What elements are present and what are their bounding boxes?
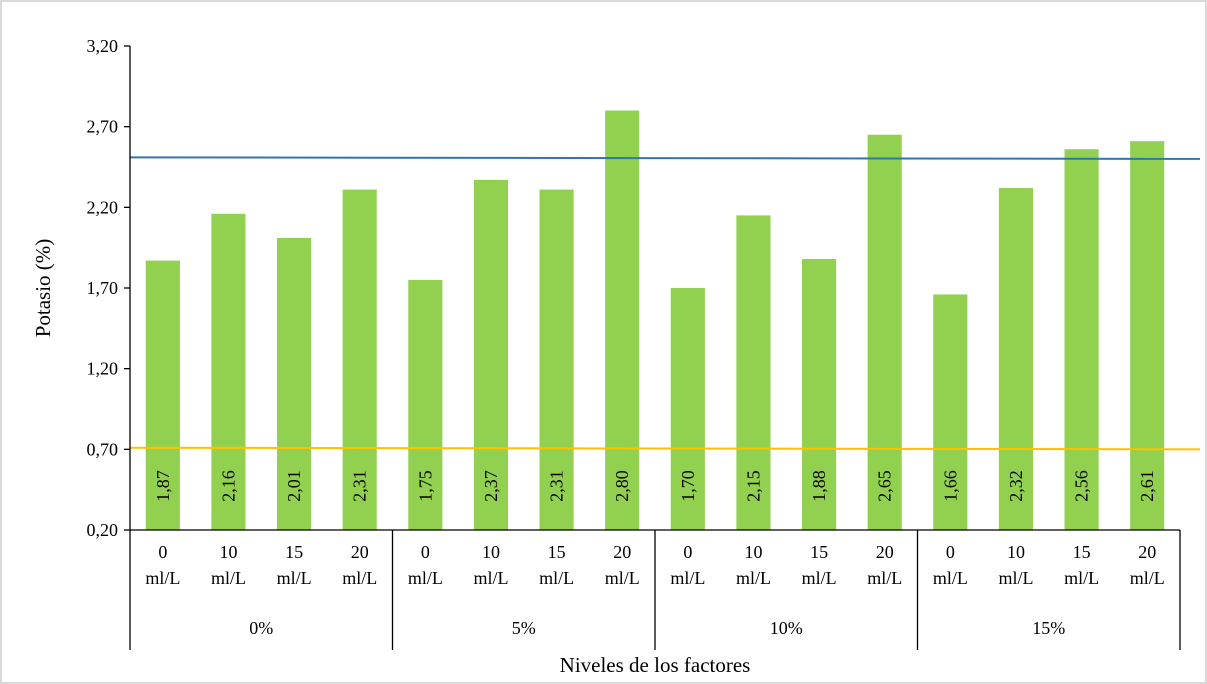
bar-data-label: 2,37: [481, 470, 501, 502]
y-axis-title: Potasio (%): [31, 239, 55, 338]
x-category-unit-label: ml/L: [1130, 568, 1165, 588]
x-category-unit-label: ml/L: [539, 568, 574, 588]
bar-data-label: 1,70: [678, 470, 698, 502]
x-category-unit-label: ml/L: [802, 568, 837, 588]
x-category-label: 15: [1073, 542, 1091, 562]
x-category-label: 0: [158, 542, 167, 562]
x-category-label: 15: [285, 542, 303, 562]
x-category-label: 0: [421, 542, 430, 562]
bar-data-label: 1,75: [415, 470, 435, 502]
bars: 1,87 2,16 2,01 2,31 1,75 2,37 2,31 2,80 1,70 2,15…: [145, 110, 1165, 531]
x-group-label: 10%: [770, 618, 803, 638]
y-tick-label: 2,70: [87, 117, 119, 137]
x-category-unit-label: ml/L: [211, 568, 246, 588]
bar: [342, 189, 377, 530]
bar-data-label: 1,66: [940, 470, 960, 502]
x-axis-title: Niveles de los factores: [560, 653, 751, 677]
x-category-unit-label: ml/L: [736, 568, 771, 588]
bar-data-label: 2,56: [1072, 470, 1092, 502]
bar: [1064, 149, 1099, 530]
x-category-label: 20: [1138, 542, 1156, 562]
bar-data-label: 2,61: [1137, 470, 1157, 502]
bar: [473, 179, 508, 530]
bar: [145, 260, 180, 530]
x-category-label: 20: [613, 542, 631, 562]
x-category-label: 15: [548, 542, 566, 562]
x-category-label: 0: [946, 542, 955, 562]
x-category-label: 10: [219, 542, 237, 562]
x-category-label: 10: [482, 542, 500, 562]
bar: [539, 189, 574, 530]
x-axis-labels: 0 ml/L 10 ml/L 15 ml/L 20 ml/L 0% 0 ml/L 10 ml/L 15 ml…: [145, 542, 1164, 638]
x-category-label: 20: [351, 542, 369, 562]
y-tick-label: 1,70: [87, 278, 119, 298]
reference-lines: [129, 156, 1201, 451]
x-category-unit-label: ml/L: [998, 568, 1033, 588]
x-category-label: 15: [810, 542, 828, 562]
bar: [605, 110, 640, 531]
x-category-label: 0: [683, 542, 692, 562]
bar: [998, 187, 1033, 530]
bar: [933, 294, 968, 530]
axes: [129, 46, 1181, 650]
bar: [408, 279, 443, 530]
y-axis-ticks: 0,20 0,70 1,20 1,70 2,20 2,70 3,20: [87, 36, 130, 540]
y-tick-label: 1,20: [87, 359, 119, 379]
x-category-unit-label: ml/L: [145, 568, 180, 588]
bar-data-label: 2,15: [743, 470, 763, 502]
bar-data-label: 2,16: [218, 470, 238, 502]
bar-data-label: 2,01: [284, 470, 304, 502]
x-category-unit-label: ml/L: [605, 568, 640, 588]
x-category-unit-label: ml/L: [867, 568, 902, 588]
x-category-label: 20: [876, 542, 894, 562]
bar-data-label: 2,65: [875, 470, 895, 502]
bar: [1130, 141, 1165, 531]
bar: [867, 134, 902, 530]
x-category-unit-label: ml/L: [408, 568, 443, 588]
bar: [802, 258, 837, 530]
bar-data-label: 1,87: [153, 470, 173, 502]
x-group-label: 0%: [249, 618, 273, 638]
bar-data-label: 2,32: [1006, 470, 1026, 502]
x-category-unit-label: ml/L: [933, 568, 968, 588]
x-group-label: 15%: [1032, 618, 1065, 638]
x-category-unit-label: ml/L: [670, 568, 705, 588]
y-tick-label: 0,70: [87, 439, 119, 459]
x-category-unit-label: ml/L: [473, 568, 508, 588]
bar: [736, 215, 771, 530]
bar-data-label: 2,80: [612, 470, 632, 502]
bar: [670, 288, 705, 530]
x-category-unit-label: ml/L: [1064, 568, 1099, 588]
x-group-label: 5%: [512, 618, 536, 638]
y-tick-label: 3,20: [87, 36, 119, 56]
bar: [277, 237, 312, 530]
x-category-label: 10: [744, 542, 762, 562]
bar-data-label: 2,31: [350, 470, 370, 502]
reference-line: [129, 446, 1201, 451]
x-category-unit-label: ml/L: [342, 568, 377, 588]
bar-data-label: 1,88: [809, 470, 829, 502]
x-category-unit-label: ml/L: [277, 568, 312, 588]
reference-line: [129, 156, 1201, 160]
bar: [211, 213, 246, 530]
bar-data-label: 2,31: [547, 470, 567, 502]
x-category-label: 10: [1007, 542, 1025, 562]
y-tick-label: 2,20: [87, 197, 119, 217]
y-tick-label: 0,20: [87, 520, 119, 540]
